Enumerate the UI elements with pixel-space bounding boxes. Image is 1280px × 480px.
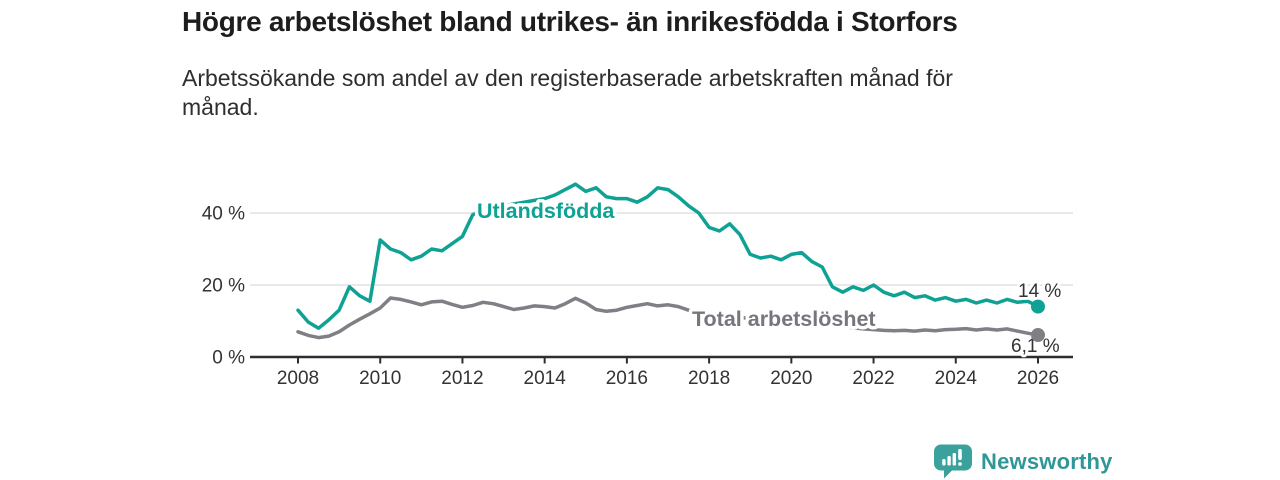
series-label-total-arbetsl-shet: Total arbetslöshet xyxy=(692,307,876,331)
x-tick-label: 2022 xyxy=(852,368,894,389)
x-tick-label: 2020 xyxy=(770,368,812,389)
end-value-label-utlandsf-dda: 14 % xyxy=(1018,281,1061,302)
chart-subtitle: Arbetssökande som andel av den registerb… xyxy=(182,65,953,120)
newsworthy-logo-icon xyxy=(934,444,972,479)
x-tick-label: 2014 xyxy=(524,368,567,389)
x-tick-label: 2012 xyxy=(441,368,483,389)
newsworthy-brand-text: Newsworthy xyxy=(981,448,1113,474)
x-tick-label: 2018 xyxy=(688,368,730,389)
end-dot-total-arbetsl-shet xyxy=(1030,328,1045,343)
series-label-utlandsf-dda: Utlandsfödda xyxy=(477,199,615,223)
x-tick-label: 2026 xyxy=(1017,368,1059,389)
series-line-total-arbetsl-shet xyxy=(296,296,1040,340)
end-dot-utlandsf-dda xyxy=(1030,299,1045,314)
x-tick-label: 2008 xyxy=(277,368,319,389)
x-tick-label: 2024 xyxy=(935,368,978,389)
chart-title: Högre arbetslöshet bland utrikes- än inr… xyxy=(182,6,958,37)
y-tick-label: 40 % xyxy=(202,204,245,225)
x-tick-label: 2016 xyxy=(606,368,648,389)
y-tick-label: 20 % xyxy=(202,276,245,297)
newsworthy-logo[interactable]: Newsworthy xyxy=(934,444,1113,479)
y-tick-label: 0 % xyxy=(212,348,245,369)
series-line-utlandsf-dda xyxy=(296,182,1040,330)
x-tick-label: 2010 xyxy=(359,368,401,389)
